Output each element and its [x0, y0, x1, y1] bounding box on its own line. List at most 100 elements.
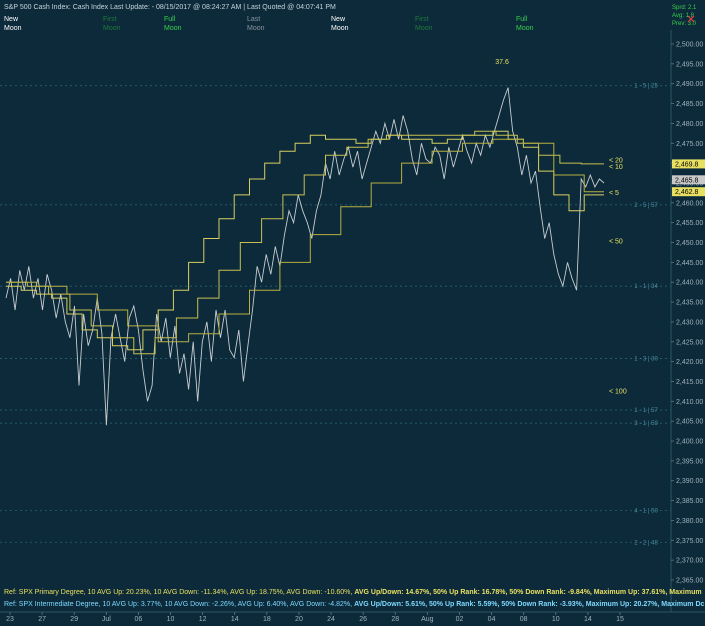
price-label-box — [672, 187, 705, 197]
ma-label: < 100 — [609, 388, 627, 395]
x-tick-label: Aug — [421, 616, 434, 623]
x-tick-label: 26 — [359, 616, 367, 623]
x-tick-label: 29 — [70, 616, 78, 623]
footer-intermediate-degree: Ref: SPX Intermediate Degree, 10 AVG Up:… — [4, 601, 705, 608]
footer-intermediate-prefix: Ref: SPX Intermediate Degree, 10 AVG Up:… — [4, 601, 354, 608]
stat-item: Sprd: 2.1 — [672, 5, 697, 11]
x-tick-label: 14 — [584, 616, 592, 623]
ma-labels: < 20< 10 < 5 < 50 < 100 — [609, 158, 627, 396]
y-tick-label: 2,450.00 — [676, 240, 703, 247]
y-tick-label: 2,430.00 — [676, 319, 703, 326]
annotations: 37.6 — [495, 59, 509, 66]
price-label-text: 2,462.8 — [675, 189, 698, 196]
y-tick-label: 2,475.00 — [676, 141, 703, 148]
y-tick-label: 2,455.00 — [676, 220, 703, 227]
series-ma_slow — [6, 138, 604, 343]
x-tick-label: 10 — [167, 616, 175, 623]
footer-primary-bold: AVG Up/Down: 14.67%, 50% Up Rank: 16.78%… — [354, 589, 701, 596]
x-tick-label: 12 — [199, 616, 207, 623]
x-tick-label: 08 — [520, 616, 528, 623]
level-label: 1 - 1 | 57 — [634, 408, 658, 414]
x-tick-label: 24 — [327, 616, 335, 623]
chart-title: S&P 500 Cash Index: Cash Index Last Upda… — [4, 4, 336, 11]
x-tick-label: 23 — [6, 616, 14, 623]
level-lines: 1 - 5 | 25 2 - 5 | 57 1 - 1 | 34 1 - 3 | 30… — [0, 84, 671, 546]
y-tick-label: 2,495.00 — [676, 61, 703, 68]
moon-phase-bottom: Moon — [103, 25, 121, 32]
footer-primary-degree: Ref: SPX Primary Degree, 10 AVG Up: 20.2… — [4, 589, 702, 596]
y-tick-label: 2,485.00 — [676, 101, 703, 108]
footer-intermediate-bold: AVG Up/Down: 5.61%, 50% Up Rank: 5.59%, … — [354, 601, 704, 608]
x-tick-label: 15 — [616, 616, 624, 623]
moon-phase-bottom: Moon — [4, 25, 22, 32]
y-tick-label: 2,395.00 — [676, 458, 703, 465]
x-tick-label: 18 — [263, 616, 271, 623]
ma-label: < 5 — [609, 190, 619, 197]
series-ma_mid — [6, 130, 604, 355]
moon-phase-top: First — [415, 16, 429, 23]
footer-primary-prefix: Ref: SPX Primary Degree, 10 AVG Up: 20.2… — [4, 589, 354, 596]
y-tick-label: 2,415.00 — [676, 379, 703, 386]
moon-phase-top: Full — [516, 16, 528, 23]
level-label: 2 - 2 | 48 — [634, 540, 658, 546]
moon-phase-bottom: Moon — [164, 25, 182, 32]
y-tick-label: 2,410.00 — [676, 399, 703, 406]
stat-item: Avg: 1.8 — [672, 13, 695, 19]
y-tick-label: 2,420.00 — [676, 359, 703, 366]
y-tick-label: 2,365.00 — [676, 578, 703, 585]
moon-phase-top: First — [103, 16, 117, 23]
moon-phase-top: Last — [247, 16, 260, 23]
series-group — [5, 87, 605, 426]
moon-phase-bottom: Moon — [516, 25, 534, 32]
y-tick-label: 2,500.00 — [676, 42, 703, 49]
stats-box: Sprd: 2.1 Avg: 1.8 Prev: 3.0 — [672, 5, 697, 27]
y-tick-label: 2,390.00 — [676, 478, 703, 485]
y-tick-label: 2,400.00 — [676, 439, 703, 446]
y-tick-label: 2,375.00 — [676, 538, 703, 545]
x-tick-label: 06 — [135, 616, 143, 623]
x-tick-label: 27 — [38, 616, 46, 623]
y-tick-label: 2,490.00 — [676, 81, 703, 88]
price-label-box — [672, 175, 705, 185]
moon-phase-top: Full — [164, 16, 176, 23]
price-label-text: 2,465.8 — [675, 177, 698, 184]
moon-phase-bottom: Moon — [415, 25, 433, 32]
close-x-icon[interactable] — [686, 14, 696, 24]
x-tick-label: 14 — [231, 616, 239, 623]
x-tick-label: 28 — [391, 616, 399, 623]
level-label: 2 - 5 | 57 — [634, 203, 658, 209]
y-tick-label: 2,435.00 — [676, 300, 703, 307]
peak-annotation: 37.6 — [495, 59, 509, 66]
moon-phase-bottom: Moon — [247, 25, 265, 32]
ma-label: < 50 — [609, 238, 623, 245]
x-tick-label: 10 — [552, 616, 560, 623]
level-label: 3 - 1 | 59 — [634, 421, 658, 427]
moon-phase-top: New — [4, 16, 19, 23]
y-tick-label: 2,460.00 — [676, 200, 703, 207]
x-tick-label: 04 — [488, 616, 496, 623]
moon-phase-row: New Moon First Moon Full Moon Last Moon New Moon F… — [4, 16, 534, 32]
level-label: 1 - 5 | 25 — [634, 84, 658, 90]
price-labels: 2,469.8 2,465.8 2,462.8 — [672, 159, 705, 197]
x-tick-label: Jul — [102, 616, 111, 623]
y-tick-label: 2,405.00 — [676, 419, 703, 426]
y-tick-label: 2,380.00 — [676, 518, 703, 525]
ma-label: < 10 — [609, 164, 623, 171]
price-label-text: 2,469.8 — [675, 161, 698, 168]
x-tick-label: 02 — [456, 616, 464, 623]
y-tick-label: 2,480.00 — [676, 121, 703, 128]
moon-phase-top: New — [331, 16, 346, 23]
series-price — [5, 87, 605, 426]
y-tick-label: 2,445.00 — [676, 260, 703, 267]
series-ma_fast — [6, 130, 604, 351]
level-label: 1 - 1 | 34 — [634, 284, 658, 290]
y-tick-label: 2,440.00 — [676, 280, 703, 287]
level-label: 4 - 1 | 50 — [634, 509, 658, 515]
level-label: 1 - 3 | 30 — [634, 356, 658, 362]
price-label-box — [672, 159, 705, 169]
ma-label: < 20 — [609, 158, 623, 165]
y-tick-label: 2,385.00 — [676, 498, 703, 505]
y-tick-label: 2,370.00 — [676, 558, 703, 565]
